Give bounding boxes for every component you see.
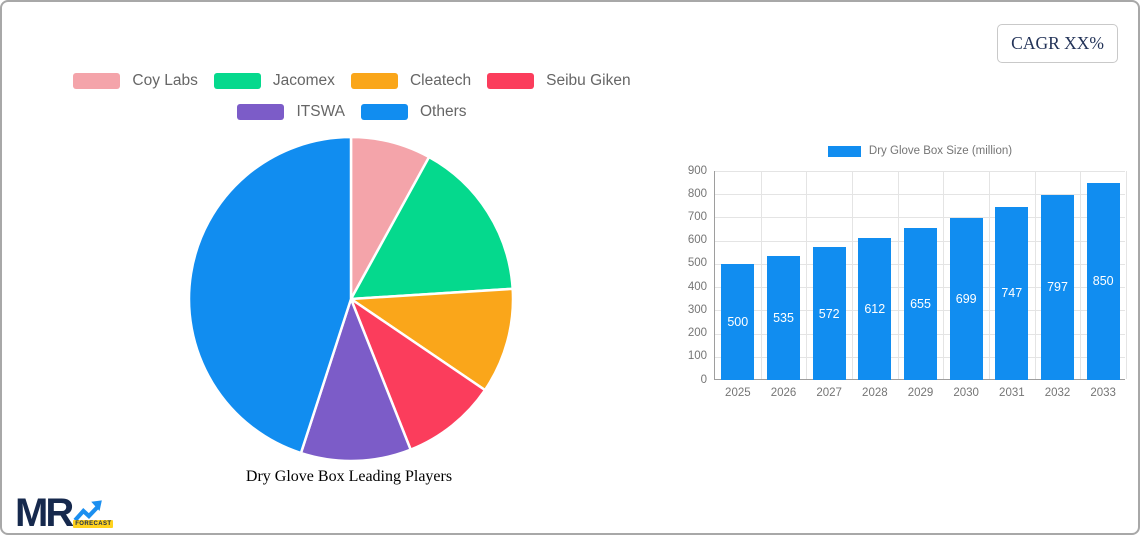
gridline-v-7 bbox=[1034, 171, 1036, 379]
x-label-2031: 2031 bbox=[999, 387, 1025, 399]
x-label-2027: 2027 bbox=[816, 387, 842, 399]
bar-value-2031: 747 bbox=[1001, 286, 1023, 301]
legend-item-cleatech[interactable]: Cleatech bbox=[350, 72, 472, 90]
y-tick-0: 0 bbox=[700, 373, 707, 386]
bar-2030[interactable]: 699 bbox=[949, 217, 983, 380]
bar-legend-swatch bbox=[827, 145, 861, 157]
bar-value-2032: 797 bbox=[1047, 280, 1068, 295]
bar-value-2029: 655 bbox=[910, 296, 931, 311]
gridline-v-9 bbox=[1126, 171, 1127, 379]
pie-chart-title: Dry Glove Box Leading Players bbox=[245, 468, 453, 485]
legend-swatch-others bbox=[361, 104, 408, 120]
bar-legend-label: Dry Glove Box Size (million) bbox=[868, 145, 1013, 157]
legend-label-jacomex: Jacomex bbox=[272, 72, 335, 89]
bar-value-2033: 850 bbox=[1092, 274, 1114, 289]
x-label-2026: 2026 bbox=[770, 387, 797, 399]
legend-label-itswa: ITSWA bbox=[296, 103, 345, 120]
gridline-h-800 bbox=[715, 194, 1125, 196]
bar-value-2028: 612 bbox=[864, 301, 886, 316]
y-tick-100: 100 bbox=[687, 350, 707, 363]
legend-swatch-coy-labs bbox=[73, 73, 121, 89]
legend-label-seibu-giken: Seibu Giken bbox=[546, 72, 631, 89]
bar-2027[interactable]: 572 bbox=[812, 247, 846, 380]
logo-art: FORECAST bbox=[73, 499, 114, 528]
x-label-2030: 2030 bbox=[953, 387, 979, 399]
x-label-2029: 2029 bbox=[907, 387, 934, 399]
bar-2026[interactable]: 535 bbox=[767, 255, 800, 380]
pie-slice-cleatech[interactable] bbox=[349, 287, 515, 392]
bar-value-2026: 535 bbox=[773, 310, 794, 325]
logo-forecast-badge: FORECAST bbox=[73, 520, 114, 528]
gridline-v-4 bbox=[897, 171, 899, 379]
x-label-2028: 2028 bbox=[862, 387, 888, 399]
legend-swatch-seibu-giken bbox=[487, 73, 535, 89]
bar-2031[interactable]: 747 bbox=[995, 206, 1029, 380]
gridline-v-6 bbox=[989, 171, 990, 379]
gridline-v-8 bbox=[1080, 171, 1082, 379]
y-tick-300: 300 bbox=[687, 303, 707, 316]
y-tick-900: 900 bbox=[687, 164, 707, 177]
legend-label-coy-labs: Coy Labs bbox=[132, 72, 198, 89]
bar-2032[interactable]: 797 bbox=[1041, 194, 1074, 380]
pie-slice-itswa[interactable] bbox=[299, 297, 412, 463]
x-label-2025: 2025 bbox=[725, 387, 751, 399]
bar-2028[interactable]: 612 bbox=[858, 237, 892, 380]
legend-swatch-jacomex bbox=[213, 73, 261, 89]
gridline-v-5 bbox=[943, 171, 945, 379]
cagr-badge: CAGR XX% bbox=[997, 24, 1118, 63]
bar-value-2025: 500 bbox=[727, 314, 749, 329]
gridline-h-900 bbox=[715, 171, 1125, 172]
logo-mr-text: MR bbox=[15, 491, 74, 535]
gridline-v-3 bbox=[852, 171, 853, 379]
pie-slice-seibu-giken[interactable] bbox=[349, 297, 487, 451]
y-tick-200: 200 bbox=[687, 327, 707, 340]
trend-arrow-icon bbox=[73, 500, 103, 522]
gridline-v-1 bbox=[760, 171, 762, 379]
y-tick-700: 700 bbox=[687, 210, 707, 223]
bar-2029[interactable]: 655 bbox=[904, 227, 937, 380]
legend-swatch-cleatech bbox=[350, 73, 398, 89]
y-tick-500: 500 bbox=[687, 257, 707, 270]
bar-legend-item[interactable]: Dry Glove Box Size (million) bbox=[715, 145, 1125, 157]
pie-slice-jacomex[interactable] bbox=[349, 155, 514, 301]
legend-item-seibu-giken[interactable]: Seibu Giken bbox=[487, 72, 631, 90]
cagr-label: CAGR XX% bbox=[1011, 33, 1104, 53]
bar-2033[interactable]: 850 bbox=[1086, 182, 1120, 380]
x-label-2032: 2032 bbox=[1044, 387, 1071, 399]
pie-legend: Coy Labs Jacomex Cleatech Seibu Giken ITSWA O… bbox=[42, 72, 662, 121]
x-label-2033: 2033 bbox=[1090, 387, 1116, 399]
bar-chart-plot-area: Dry Glove Box Size (million) 0 100 200 300 4… bbox=[688, 145, 1127, 399]
gridline-h-700 bbox=[715, 217, 1125, 219]
mrforecast-logo: MR FORECAST bbox=[15, 491, 114, 535]
pie-slice-others[interactable] bbox=[187, 135, 353, 455]
bar-2025[interactable]: 500 bbox=[721, 263, 755, 380]
legend-item-others[interactable]: Others bbox=[361, 103, 467, 121]
legend-item-jacomex[interactable]: Jacomex bbox=[213, 72, 335, 90]
legend-label-cleatech: Cleatech bbox=[409, 72, 472, 89]
bar-value-2027: 572 bbox=[818, 306, 840, 321]
y-tick-400: 400 bbox=[687, 280, 707, 293]
y-tick-800: 800 bbox=[687, 187, 707, 200]
legend-swatch-itswa bbox=[237, 104, 285, 120]
bar-value-2030: 699 bbox=[955, 291, 977, 306]
legend-item-itswa[interactable]: ITSWA bbox=[237, 103, 345, 121]
legend-label-others: Others bbox=[420, 103, 467, 120]
y-tick-600: 600 bbox=[687, 234, 707, 247]
gridline-v-2 bbox=[806, 171, 808, 379]
pie-chart bbox=[187, 135, 515, 463]
legend-item-coy-labs[interactable]: Coy Labs bbox=[73, 72, 198, 90]
